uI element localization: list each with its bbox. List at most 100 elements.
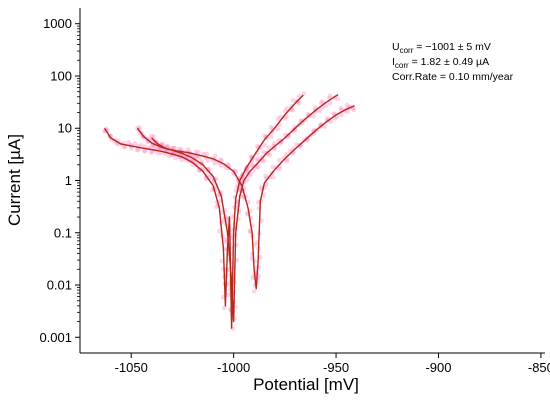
scatter-point [249,251,255,257]
scatter-point [134,147,140,153]
scatter-point [258,184,264,190]
scatter-point [166,153,172,159]
scatter-point [262,133,268,139]
scatter-point [219,209,225,215]
scatter-point [251,288,257,294]
y-tick-label: 0.1 [54,225,72,240]
scatter-point [290,107,296,113]
scatter-point [275,126,281,132]
scatter-point [275,116,281,122]
scatter-point [126,140,132,145]
scatter-point [216,228,222,234]
x-tick-label: -900 [425,360,451,375]
scatter-point [293,142,299,147]
scatter-point [149,150,154,156]
scatter-point [142,148,148,154]
y-tick-label: 0.01 [47,278,72,293]
scatter-point [262,142,267,148]
scatter-point [351,107,357,113]
scatter-point [327,100,333,106]
scatter-point [149,137,155,143]
scatter-point [277,166,283,172]
scatter-point [204,151,210,157]
ucorr-annotation: Ucorr = −1001 ± 5 mV [392,41,491,55]
scatter-point [255,156,261,161]
scatter-point [284,158,290,164]
scatter-point [284,114,289,120]
tick-layer: -1050 -1000 -950 -900 -850 0.001 0.01 0.1 1 10 100… [39,16,550,375]
scatter-point [301,91,307,97]
series-layer [104,94,355,329]
corrosion-rate-annotation: Corr.Rate = 0.10 mm/year [392,71,514,83]
scatter-point [277,163,282,169]
scatter-point [193,149,199,155]
scatter-point [212,160,218,166]
scatter-point [304,137,310,143]
scatter-point [135,147,141,153]
scatter-point [322,124,327,129]
x-tick-label: -850 [528,360,550,375]
y-tick-label: 0.001 [39,330,72,345]
scatter-point [196,154,202,160]
x-axis-title: Potential [mV] [253,375,359,394]
scatter-point [212,153,218,159]
scatter-point [249,163,255,169]
scatter-point [318,100,324,106]
y-tick-label: 1000 [43,16,72,31]
scatter-point [213,204,219,210]
scatter-point [344,102,350,108]
scatter-point [220,294,226,300]
icorr-value: = 1.82 ± 0.49 µA [409,56,489,68]
scatter-point [327,93,333,99]
scatter-point [290,97,296,103]
scatter-point [244,177,250,183]
ucorr-symbol: U [392,41,400,53]
scatter-point [149,143,155,149]
scatter-point [255,164,261,170]
series-line-3 [151,105,355,290]
scatter-point [205,158,210,164]
series-line-1 [104,94,304,329]
icorr-subscript: corr [395,61,409,70]
scatter-point [138,142,144,148]
scatter-point [320,99,325,104]
scatter-point [250,162,256,168]
icorr-symbol: I [392,56,395,68]
scatter-point [132,141,138,146]
y-tick-label: 100 [50,68,72,83]
scatter-point [267,152,273,158]
ucorr-value: = −1001 ± 5 mV [413,41,491,53]
scatter-point [142,148,148,154]
y-axis-title: Current [µA] [5,134,24,226]
scatter-point [317,108,322,114]
scatter-point [179,157,185,163]
y-tick-label: 1 [65,173,72,188]
scatter-point [233,242,239,248]
scatter-point [263,173,269,179]
scatter-point [277,158,282,163]
scatter-point [176,146,182,152]
x-tick-label: -1050 [115,360,148,375]
scatter-point [296,100,302,106]
scatter-point [195,149,201,155]
ucorr-subscript: corr [400,46,414,55]
scatter-point [310,113,316,119]
scatter-point [266,145,272,151]
x-tick-label: -1000 [217,360,250,375]
scatter-point [335,96,341,102]
scatter-point [156,150,161,156]
icorr-annotation: Icorr = 1.82 ± 0.49 µA [392,56,489,70]
scatter-point [338,106,344,111]
y-tick-label: 10 [58,121,72,136]
scatter-point [255,199,261,205]
scatter-point [222,236,228,242]
scatter-point [221,305,227,311]
scatter-band-layer [102,91,357,331]
scatter-point [261,149,267,155]
scatter-point [270,164,276,170]
scatter-point [103,126,109,132]
scatter-point [311,128,317,134]
scatter-point [250,275,256,281]
scatter-point [299,118,305,124]
